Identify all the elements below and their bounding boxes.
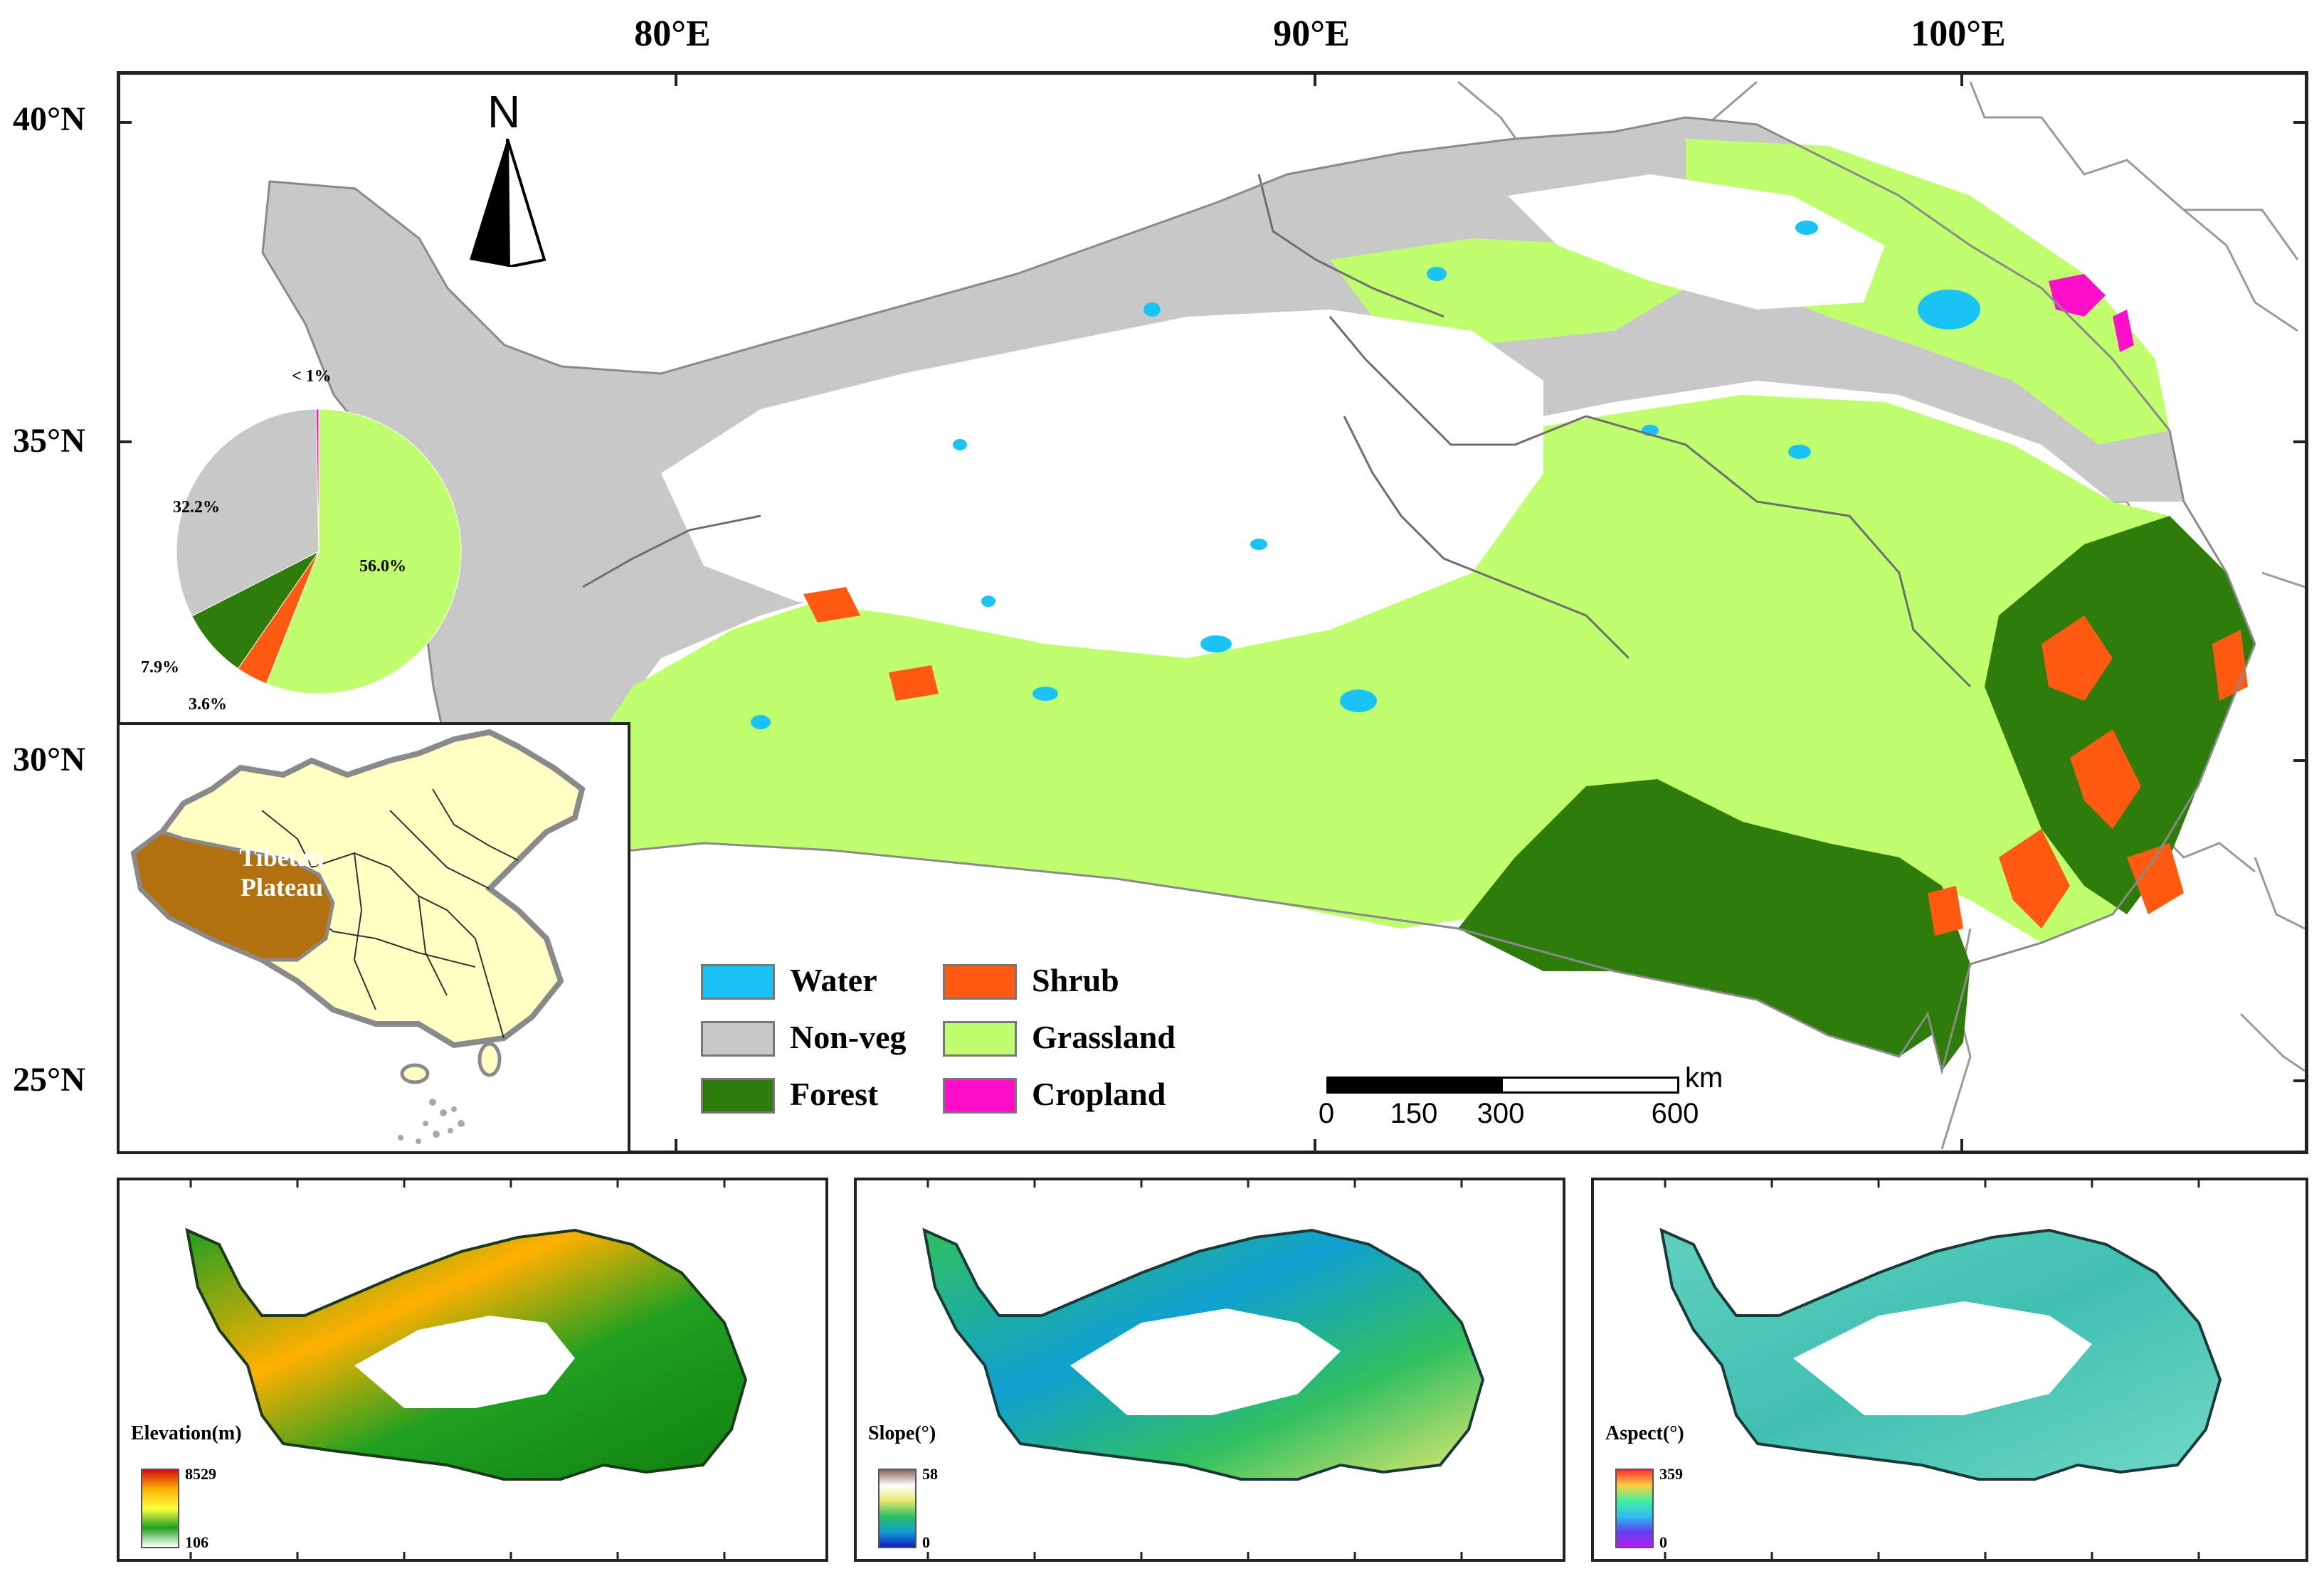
aspect-no-data	[1793, 1301, 2092, 1415]
slope-no-data	[1070, 1308, 1341, 1415]
legend-swatch-water	[701, 964, 775, 1000]
tibetan-plateau-highlight	[132, 830, 335, 962]
pie-label-cropland: < 1%	[292, 367, 332, 386]
lat-label-40n: 40°N	[13, 100, 85, 138]
elevation-max: 8529	[185, 1465, 216, 1483]
aspect-colorbar	[1615, 1469, 1654, 1548]
aspect-map	[1659, 1180, 2222, 1559]
inset-label-line2: Plateau	[241, 873, 323, 901]
legend-swatch-forest	[701, 1078, 775, 1114]
elevation-map	[185, 1180, 748, 1559]
china-inset-canvas	[130, 729, 586, 1144]
elevation-no-data	[354, 1316, 575, 1408]
legend-label-nonveg: Non-veg	[790, 1019, 907, 1055]
forest-east	[1985, 516, 2255, 914]
legend-swatch-grassland	[943, 1021, 1017, 1057]
scale-bar-white-segment	[1501, 1077, 1679, 1094]
pie-label-grassland: 56.0%	[359, 557, 406, 576]
lon-label-100e: 100°E	[1911, 14, 2006, 54]
panel-ticks	[1664, 1180, 2200, 1559]
scale-unit: km	[1685, 1062, 1723, 1094]
slope-title: Slope(°)	[868, 1422, 936, 1444]
slope-colorbar	[878, 1469, 917, 1548]
land-cover-pie-chart	[176, 408, 462, 694]
scale-tick-600: 600	[1651, 1098, 1699, 1129]
inset-label-line1: Tibetan	[239, 843, 324, 872]
pie-slice-grassland	[265, 408, 462, 694]
cropland-patches	[2049, 274, 2134, 352]
scale-bar: km 0 150 300 600	[1309, 1062, 1750, 1135]
pie-label-shrub: 3.6%	[189, 695, 227, 714]
legend-swatch-nonveg	[701, 1021, 775, 1057]
panel-elevation: Elevation(m) 8529 106	[117, 1178, 828, 1562]
no-data-qaidam	[1508, 174, 1885, 310]
pie-label-forest: 7.9%	[141, 658, 179, 677]
legend-label-cropland: Cropland	[1032, 1076, 1166, 1112]
forest-south	[1458, 779, 1970, 1057]
panel-aspect: Aspect(°) 359 0	[1591, 1178, 2308, 1562]
legend-label-forest: Forest	[790, 1076, 879, 1112]
shrub-patches	[803, 587, 2248, 936]
hainan-island	[400, 1063, 430, 1084]
panel-ticks	[189, 1180, 726, 1559]
lat-label-25n: 25°N	[13, 1061, 85, 1099]
scale-tick-150: 150	[1390, 1098, 1438, 1129]
grassland-patch	[1330, 238, 1686, 345]
aspect-title: Aspect(°)	[1605, 1422, 1684, 1444]
elevation-title: Elevation(m)	[131, 1422, 242, 1444]
south-china-sea-islands	[398, 1099, 465, 1144]
aspect-max: 359	[1659, 1465, 1683, 1483]
scale-tick-0: 0	[1318, 1098, 1335, 1129]
province-boundaries	[582, 174, 1972, 688]
main-map-canvas	[120, 75, 2305, 1151]
legend-swatch-shrub	[943, 964, 1017, 1000]
legend-label-shrub: Shrub	[1032, 962, 1119, 998]
legend: Water Non-veg Forest Shrub Grassland Cro…	[701, 962, 1213, 1135]
panel-slope: Slope(°) 58 0	[854, 1178, 1565, 1562]
lon-label-80e: 80°E	[634, 14, 711, 54]
slope-max: 58	[922, 1465, 938, 1483]
slope-min: 0	[922, 1533, 930, 1551]
lat-label-30n: 30°N	[13, 741, 85, 778]
pie-slice-cropland	[315, 408, 319, 552]
lon-label-90e: 90°E	[1273, 14, 1350, 54]
scale-bar-black-segment	[1326, 1077, 1505, 1094]
grassland-region	[561, 395, 2255, 943]
panel-ticks	[926, 1180, 1463, 1559]
north-label: N	[487, 86, 521, 137]
north-arrow-icon	[470, 139, 546, 267]
legend-label-grassland: Grassland	[1032, 1019, 1176, 1055]
aspect-min: 0	[1659, 1533, 1667, 1551]
water-bodies	[751, 221, 1980, 729]
taiwan-island	[477, 1042, 502, 1077]
china-inset-map: Tibetan Plateau	[117, 722, 630, 1154]
elevation-colorbar	[141, 1469, 179, 1548]
lat-label-35n: 35°N	[13, 422, 85, 460]
forest-valley	[1928, 943, 1970, 1071]
pie-slice-forest	[191, 551, 319, 670]
pie-slice-non-veg	[176, 408, 319, 617]
china-outline	[130, 729, 586, 1049]
elevation-min: 106	[185, 1533, 208, 1551]
legend-label-water: Water	[790, 962, 877, 998]
non-veg-region	[263, 117, 2184, 872]
legend-swatch-cropland	[943, 1078, 1017, 1114]
north-arrow: N	[466, 85, 551, 270]
scale-tick-300: 300	[1477, 1098, 1525, 1129]
tibetan-plateau-label: Tibetan Plateau	[225, 842, 339, 902]
pie-label-nonveg: 32.2%	[173, 498, 220, 517]
no-data-interior	[661, 310, 1543, 658]
slope-map	[922, 1180, 1485, 1559]
